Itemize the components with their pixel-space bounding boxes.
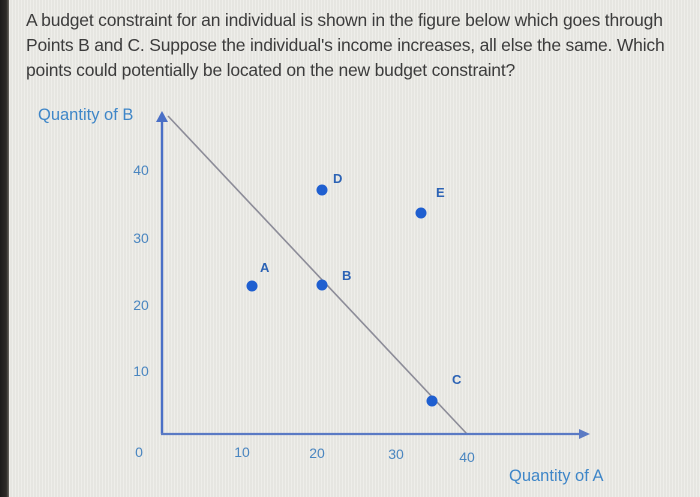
- screen-bezel: [0, 0, 9, 497]
- question-text: A budget constraint for an individual is…: [26, 8, 686, 83]
- y-tick-40: 40: [133, 162, 149, 178]
- question-line-1: A budget constraint for an individual is…: [26, 10, 663, 30]
- question-line-3: points could potentially be located on t…: [26, 60, 516, 80]
- point-e: [415, 207, 427, 219]
- question-page: [9, 0, 700, 497]
- y-axis-title: Quantity of B: [38, 106, 134, 124]
- y-axis-arrow-icon: [156, 111, 168, 122]
- point-c-label: C: [452, 372, 462, 387]
- x-tick-40: 40: [459, 449, 475, 465]
- point-b-label: B: [342, 268, 352, 283]
- point-a-label: A: [260, 260, 270, 275]
- point-d: [316, 184, 328, 196]
- point-d-label: D: [333, 171, 343, 186]
- x-tick-30: 30: [388, 446, 404, 462]
- point-b: [316, 279, 328, 291]
- x-tick-10: 10: [234, 444, 250, 460]
- y-tick-20: 20: [133, 297, 149, 313]
- point-c: [426, 395, 438, 407]
- question-line-2: Points B and C. Suppose the individual's…: [26, 35, 665, 55]
- y-tick-30: 30: [133, 230, 149, 246]
- budget-line: [167, 115, 468, 435]
- y-tick-0: 0: [135, 444, 143, 460]
- y-tick-10: 10: [133, 363, 149, 379]
- x-axis-title: Quantity of A: [509, 467, 604, 485]
- point-e-label: E: [436, 185, 445, 200]
- point-a: [246, 280, 258, 292]
- x-tick-20: 20: [309, 445, 325, 461]
- x-axis-arrow-icon: [579, 429, 590, 439]
